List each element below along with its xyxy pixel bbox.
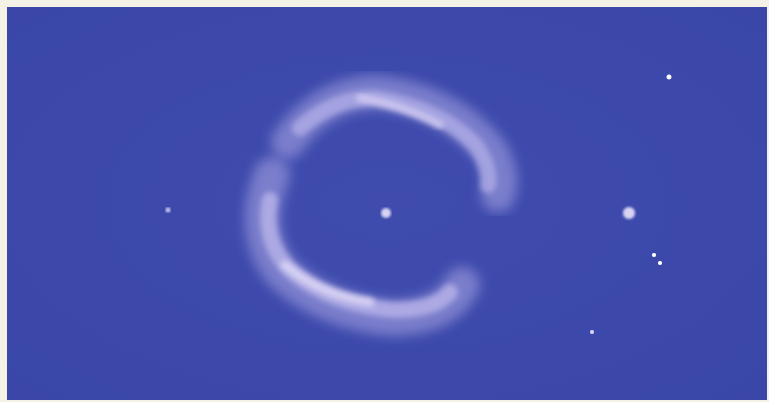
upper-arc [292,89,497,193]
sky [7,7,767,400]
lens-galaxy [381,208,391,218]
star [623,207,635,219]
star [652,253,656,257]
star [165,207,171,213]
upper-arc-bright [356,94,444,129]
star [666,74,672,80]
einstein-ring [244,74,518,337]
star [590,330,594,334]
lower-arc-bright [280,260,375,307]
stars [165,74,672,334]
star [658,261,662,265]
